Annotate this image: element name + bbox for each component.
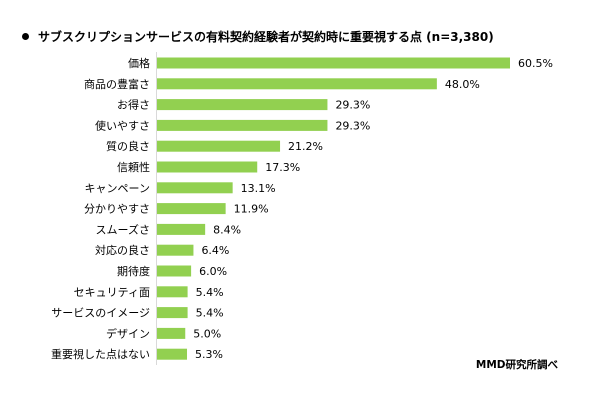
value-label: 6.4%	[201, 244, 229, 257]
bar	[156, 223, 206, 235]
bar	[156, 78, 437, 90]
value-label: 5.3%	[195, 348, 223, 361]
bar	[156, 99, 328, 111]
value-label: 6.0%	[199, 265, 227, 278]
category-label: キャンペーン	[85, 182, 150, 195]
bar	[156, 182, 233, 194]
category-label: 対応の良さ	[95, 243, 150, 257]
category-label: 使いやすさ	[95, 119, 150, 132]
category-label: サービスのイメージ	[51, 307, 150, 320]
category-label: お得さ	[117, 99, 150, 112]
bar	[156, 140, 281, 152]
bar	[156, 348, 188, 360]
value-label: 5.0%	[193, 327, 221, 340]
value-label: 29.3%	[335, 99, 370, 112]
category-label: スムーズさ	[96, 222, 150, 236]
value-label: 29.3%	[335, 119, 370, 132]
category-label: セキュリティ面	[74, 286, 150, 299]
bar	[156, 286, 188, 298]
value-label: 11.9%	[234, 203, 269, 216]
value-label: 8.4%	[213, 223, 241, 236]
chart-title: サブスクリプションサービスの有料契約経験者が契約時に重要視する点 (n=3,38…	[38, 30, 494, 44]
bar	[156, 161, 258, 173]
bar	[156, 265, 192, 277]
category-label: 商品の豊富さ	[84, 77, 150, 91]
category-label: 重要視した点はない	[51, 347, 150, 361]
category-label: 信頼性	[117, 160, 150, 174]
value-label: 5.4%	[196, 286, 224, 299]
bar	[156, 203, 226, 215]
bar	[156, 119, 328, 131]
value-label: 60.5%	[518, 57, 553, 70]
bar	[156, 244, 194, 256]
value-label: 5.4%	[196, 307, 224, 320]
value-label: 17.3%	[265, 161, 300, 174]
bar	[156, 327, 186, 339]
category-label: デザイン	[106, 326, 150, 340]
source-note: MMD研究所調べ	[475, 359, 558, 371]
bar	[156, 57, 510, 69]
category-label: 分かりやすさ	[84, 203, 150, 216]
value-label: 13.1%	[241, 182, 276, 195]
value-label: 21.2%	[288, 140, 323, 153]
bar	[156, 307, 188, 319]
category-label: 質の良さ	[106, 139, 150, 153]
category-label: 価格	[128, 56, 150, 70]
category-label: 期待度	[117, 264, 150, 278]
title-bullet	[22, 33, 29, 40]
chart-title-row: サブスクリプションサービスの有料契約経験者が契約時に重要視する点 (n=3,38…	[22, 28, 582, 45]
value-label: 48.0%	[445, 78, 480, 91]
